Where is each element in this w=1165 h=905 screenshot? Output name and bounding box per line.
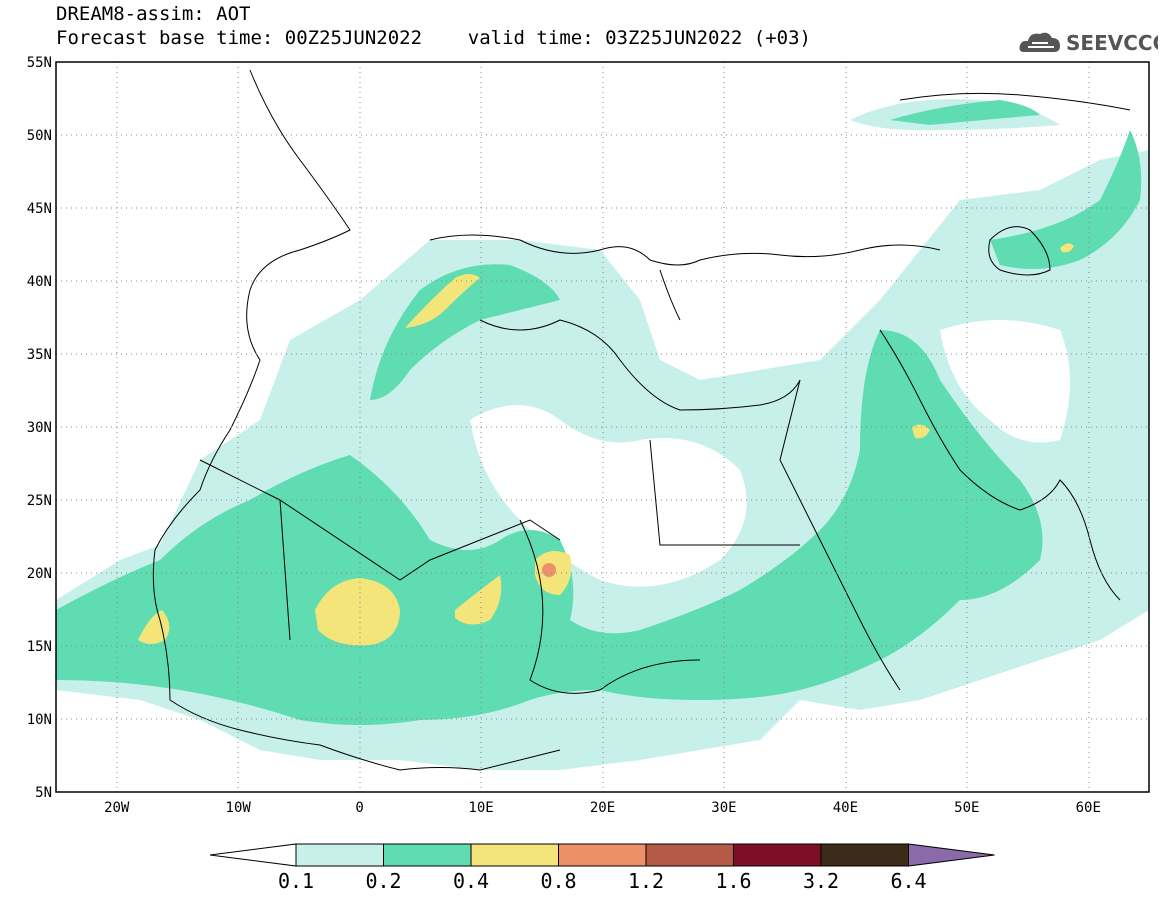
aot-band-0.2-caspian	[990, 130, 1142, 269]
lon-label-30E: 30E	[711, 800, 736, 816]
colorbar-box-7	[820, 843, 909, 867]
aot-clear-iran	[940, 320, 1070, 443]
lon-label-10E: 10E	[468, 800, 493, 816]
aot-band-0.8-chad	[542, 563, 556, 577]
colorbar-label-3.2: 3.2	[803, 869, 839, 893]
colorbar-box-4	[558, 843, 647, 867]
aot-field	[56, 99, 1149, 770]
colorbar-box-1	[295, 843, 384, 867]
lat-label-5N: 5N	[35, 785, 52, 801]
aot-band-0.4-mali	[315, 578, 400, 646]
colorbar-box-3	[470, 843, 559, 867]
lon-label-20E: 20E	[590, 800, 615, 816]
aot-band-0.2-north	[890, 100, 1040, 125]
colorbar-under-triangle	[209, 843, 297, 867]
lat-label-30N: 30N	[27, 420, 52, 436]
lat-label-15N: 15N	[27, 639, 52, 655]
graticule	[56, 62, 1149, 792]
aot-band-0.4-iraq	[912, 424, 930, 439]
aot-band-0.4-senegal	[138, 610, 170, 644]
seevccc-logo: SEEVCCC	[1019, 31, 1158, 55]
map-title: DREAM8-assim: AOT	[56, 3, 251, 25]
lat-label-45N: 45N	[27, 201, 52, 217]
lat-label-20N: 20N	[27, 566, 52, 582]
forecast-time-line: Forecast base time: 00Z25JUN2022 valid t…	[56, 27, 811, 49]
lat-label-55N: 55N	[27, 55, 52, 71]
coastlines	[152, 69, 1131, 771]
colorbar-label-0.4: 0.4	[453, 869, 489, 893]
colorbar-label-0.1: 0.1	[278, 869, 314, 893]
lat-label-35N: 35N	[27, 347, 52, 363]
lon-label-40E: 40E	[833, 800, 858, 816]
aot-band-0.4-caspian	[1060, 243, 1074, 253]
colorbar: 0.1 0.2 0.4 0.8 1.2 1.6 3.2 6.4	[209, 843, 995, 893]
cloud-icon	[1019, 32, 1060, 52]
colorbar-label-0.2: 0.2	[365, 869, 401, 893]
colorbar-label-6.4: 6.4	[890, 869, 926, 893]
colorbar-box-5	[645, 843, 734, 867]
aot-band-0.4-niger	[455, 575, 502, 625]
aot-band-0.2-sahel	[56, 330, 1043, 725]
colorbar-over-triangle	[908, 843, 995, 867]
aot-band-0.4-sardinia	[405, 274, 480, 328]
map: 55N 50N 45N 40N 35N 30N 25N 20N 15N 10N 5N 20W 10W 0…	[27, 55, 1150, 816]
colorbar-label-0.8: 0.8	[540, 869, 576, 893]
colorbar-box-6	[733, 843, 822, 867]
colorbar-label-1.2: 1.2	[628, 869, 664, 893]
lon-label-50E: 50E	[954, 800, 979, 816]
logo-text: SEEVCCC	[1066, 31, 1158, 55]
lat-label-40N: 40N	[27, 274, 52, 290]
lon-label-60E: 60E	[1076, 800, 1101, 816]
aot-band-0.2-med	[370, 264, 560, 400]
lon-label-20W: 20W	[104, 800, 130, 816]
map-border	[55, 61, 1150, 793]
colorbar-label-1.6: 1.6	[715, 869, 751, 893]
colorbar-box-2	[383, 843, 472, 867]
lat-label-10N: 10N	[27, 712, 52, 728]
lat-label-50N: 50N	[27, 128, 52, 144]
lon-label-10W: 10W	[226, 800, 252, 816]
lat-label-25N: 25N	[27, 493, 52, 509]
aot-clear-sahara	[470, 405, 747, 587]
latitude-labels: 55N 50N 45N 40N 35N 30N 25N 20N 15N 10N 5N	[27, 55, 52, 801]
lon-label-0: 0	[355, 800, 363, 816]
longitude-labels: 20W 10W 0 10E 20E 30E 40E 50E 60E	[104, 800, 1101, 816]
